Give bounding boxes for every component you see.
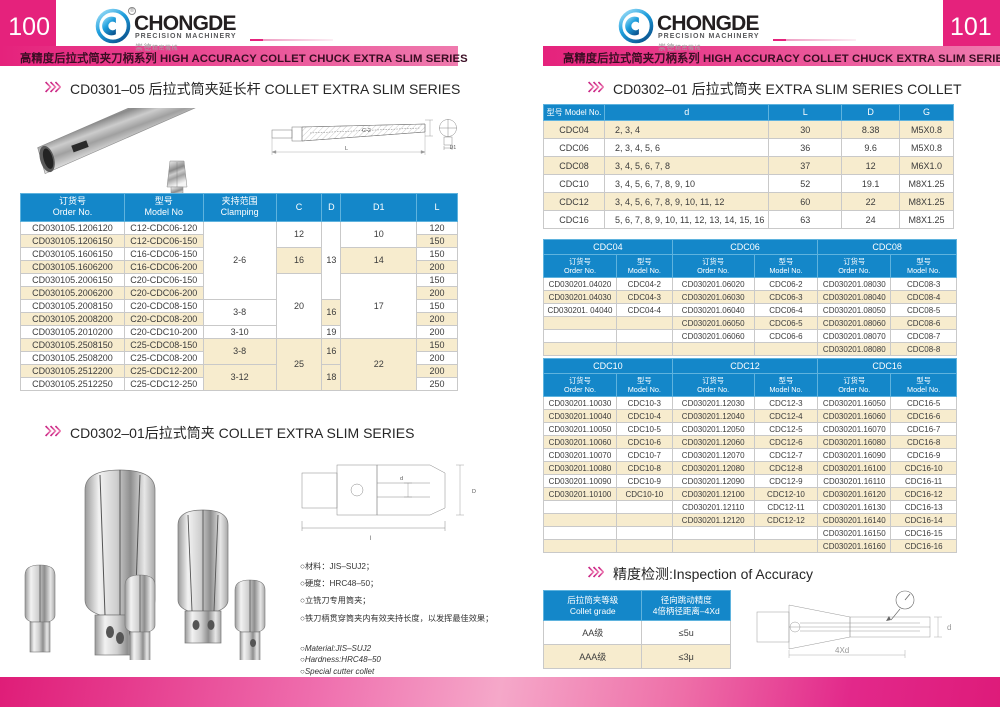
- svg-text:D: D: [472, 489, 476, 495]
- svg-text:d: d: [947, 623, 951, 632]
- svg-text:l: l: [370, 536, 371, 542]
- svg-text:d: d: [400, 476, 403, 482]
- svg-text:L: L: [345, 146, 348, 152]
- svg-text:4Xd: 4Xd: [835, 646, 849, 655]
- svg-text:D1: D1: [450, 145, 457, 151]
- svg-text:C-2: C-2: [362, 128, 371, 134]
